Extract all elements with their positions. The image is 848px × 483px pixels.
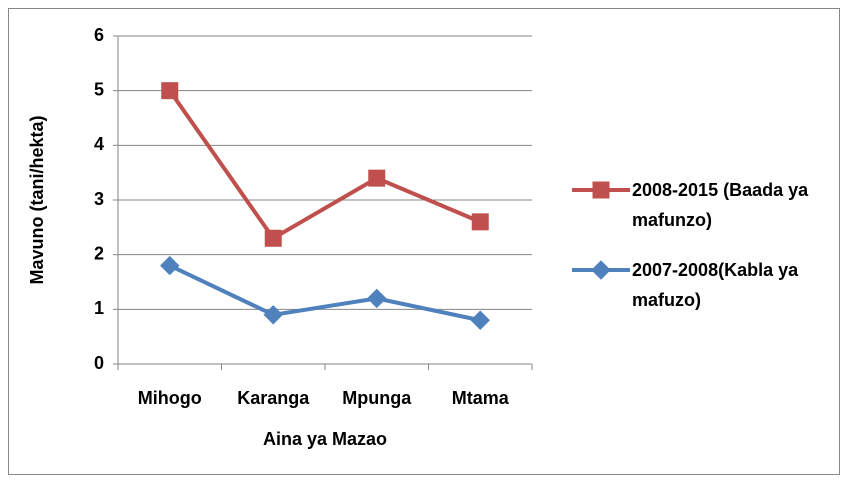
series-line [168, 89, 482, 241]
marker [471, 213, 489, 231]
marker [264, 229, 282, 247]
marker [160, 255, 180, 276]
x-tick-label: Karanga [237, 388, 310, 408]
x-axis-label: Aina ya Mazao [263, 429, 387, 449]
marker [161, 82, 179, 100]
marker [367, 288, 387, 309]
marker [368, 169, 386, 187]
marker [591, 260, 611, 280]
y-tick-label: 4 [94, 134, 104, 154]
marker [470, 310, 490, 330]
marker [263, 305, 283, 325]
marker [592, 181, 610, 199]
series-line [168, 263, 481, 323]
x-tick-label: Mihogo [138, 388, 202, 408]
y-tick-label: 2 [94, 243, 104, 263]
y-tick-label: 5 [94, 79, 104, 99]
x-tick-label: Mpunga [342, 388, 412, 408]
y-axis-label: Mavuno (tani/hekta) [27, 115, 47, 284]
x-tick-label: Mtama [452, 388, 510, 408]
chart-frame [8, 8, 840, 475]
y-tick-label: 6 [94, 25, 104, 45]
legend-label: 2007-2008(Kabla ya mafuzo) [632, 260, 799, 310]
legend-label: 2008-2015 (Baada ya mafunzo) [632, 180, 809, 230]
y-tick-label: 0 [94, 353, 104, 373]
y-tick-label: 3 [94, 189, 104, 209]
y-tick-label: 1 [94, 298, 104, 318]
